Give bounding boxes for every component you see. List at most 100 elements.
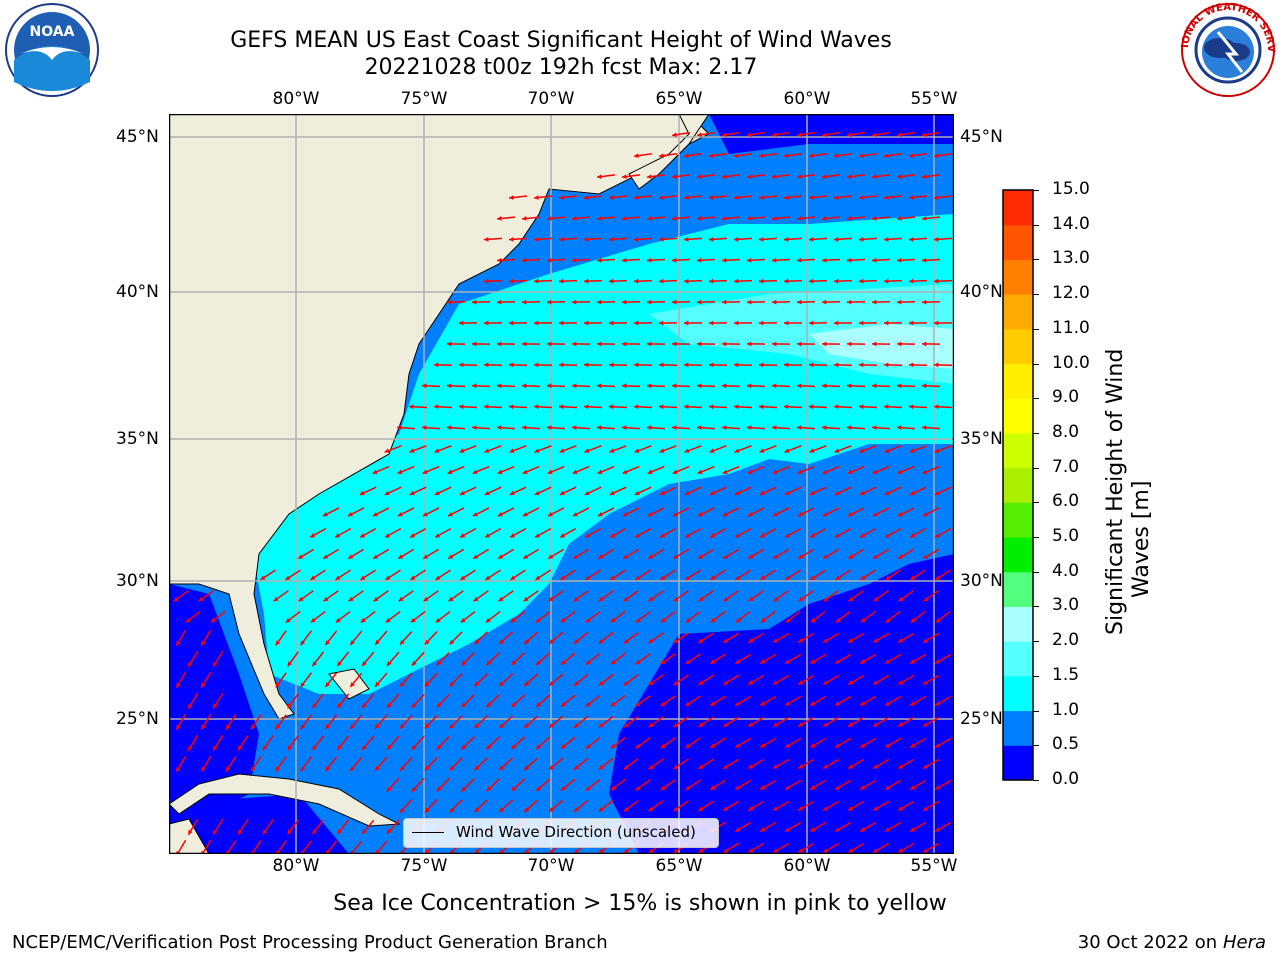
- wave-direction-arrowhead: [672, 383, 677, 389]
- wave-direction-arrowhead: [572, 341, 577, 347]
- wave-direction-arrowhead: [759, 490, 765, 496]
- wave-direction-arrowhead: [312, 703, 318, 709]
- wave-direction-arrowhead: [461, 744, 467, 750]
- wave-direction-arrowhead: [759, 448, 765, 453]
- wave-direction-arrowhead: [697, 132, 702, 138]
- wave-direction-arrowhead: [609, 320, 614, 326]
- wave-direction-arrowhead: [634, 278, 639, 284]
- wave-direction-arrowhead: [897, 216, 902, 221]
- wave-direction-arrowhead: [797, 132, 802, 138]
- wave-direction-arrowhead: [447, 383, 452, 389]
- wave-direction-arrowhead: [472, 425, 477, 431]
- wave-direction-arrowhead: [722, 257, 727, 263]
- wave-direction-arrowhead: [934, 320, 939, 326]
- wave-direction-arrowhead: [597, 174, 602, 179]
- colorbar-tick-label: 0.0: [1052, 769, 1080, 789]
- wave-direction-arrowhead: [310, 575, 316, 580]
- wave-direction-arrowhead: [522, 425, 527, 431]
- wave-direction-arrowhead: [547, 299, 552, 305]
- wave-direction-arrowhead: [709, 278, 714, 284]
- lat-label-right: 35°N: [960, 429, 1003, 449]
- wave-direction-arrowhead: [474, 807, 480, 813]
- wave-direction-arrowhead: [436, 702, 442, 708]
- colorbar-swatch: [1003, 259, 1033, 295]
- wave-direction-arrowhead: [385, 575, 391, 580]
- wave-direction-arrowhead: [285, 575, 291, 580]
- wave-direction-arrowhead: [734, 320, 739, 326]
- wave-direction-arrowhead: [847, 174, 852, 179]
- lon-label-top: 75°W: [400, 89, 448, 109]
- wave-direction-arrowhead: [422, 469, 428, 474]
- wave-direction-arrowhead: [399, 807, 405, 813]
- wave-direction-arrowhead: [710, 617, 716, 623]
- wave-direction-arrowhead: [709, 404, 714, 410]
- wave-direction-arrowhead: [285, 617, 291, 623]
- wave-direction-arrowhead: [684, 490, 690, 496]
- wave-direction-arrowhead: [848, 680, 854, 685]
- wave-direction-arrowhead: [785, 785, 791, 790]
- wave-direction-arrowhead: [647, 383, 652, 389]
- wave-direction-arrowhead: [772, 341, 777, 347]
- wave-direction-arrowhead: [511, 702, 517, 708]
- wave-direction-arrowhead: [387, 660, 392, 666]
- wave-direction-arrowhead: [635, 659, 641, 665]
- wave-direction-arrowhead: [447, 469, 453, 474]
- wave-direction-arrowhead: [610, 617, 616, 623]
- wave-direction-arrowhead: [722, 341, 727, 347]
- wave-direction-arrowhead: [623, 848, 629, 854]
- wave-direction-arrowhead: [399, 765, 405, 771]
- wave-direction-arrowhead: [473, 554, 479, 559]
- wave-direction-arrowhead: [773, 848, 779, 853]
- wave-direction-arrowhead: [809, 236, 814, 242]
- wave-direction-arrowhead: [935, 617, 941, 623]
- wave-direction-arrowhead: [848, 806, 854, 811]
- wave-direction-arrowhead: [647, 425, 652, 431]
- wave-direction-arrowhead: [698, 638, 704, 643]
- wave-direction-arrowhead: [484, 490, 490, 496]
- wave-direction-arrowhead: [723, 722, 729, 727]
- wave-direction-arrowhead: [910, 575, 916, 580]
- wave-direction-arrowhead: [499, 639, 505, 645]
- wave-direction-arrowhead: [548, 596, 554, 602]
- wave-direction-arrowhead: [809, 278, 814, 284]
- wave-direction-arrowhead: [188, 661, 193, 667]
- colorbar-tick-label: 10.0: [1052, 352, 1090, 373]
- wave-direction-arrowhead: [797, 511, 803, 517]
- wave-direction-arrowhead: [772, 469, 778, 474]
- wave-direction-arrowhead: [549, 765, 555, 770]
- wave-direction-arrowhead: [685, 617, 691, 623]
- wave-direction-arrowhead: [609, 448, 615, 453]
- wave-direction-arrowhead: [499, 681, 505, 687]
- wave-direction-arrowhead: [922, 299, 927, 305]
- wave-direction-arrowhead: [634, 195, 639, 200]
- wave-direction-arrowhead: [509, 362, 514, 368]
- wave-direction-arrowhead: [684, 195, 689, 200]
- wave-direction-arrowhead: [572, 511, 578, 517]
- wave-direction-arrowhead: [923, 596, 929, 602]
- wave-direction-arrowhead: [848, 596, 854, 602]
- wave-direction-arrowhead: [623, 722, 629, 728]
- colorbar-tick-label: 4.0: [1052, 560, 1080, 581]
- wave-direction-arrowhead: [797, 425, 802, 431]
- wave-direction-arrowhead: [250, 724, 256, 730]
- wave-direction-arrowhead: [822, 425, 827, 431]
- wave-direction-arrowhead: [387, 786, 392, 792]
- wave-direction-arrowhead: [584, 490, 590, 496]
- wave-direction-arrowhead: [262, 745, 268, 751]
- wave-direction-arrowhead: [872, 511, 878, 517]
- wave-direction-arrowhead: [822, 257, 827, 263]
- wave-direction-arrowhead: [201, 766, 206, 772]
- lon-label-top: 70°W: [527, 89, 575, 109]
- wave-direction-arrowhead: [735, 617, 741, 623]
- wave-direction-arrowhead: [534, 195, 539, 200]
- wave-direction-arrowhead: [672, 511, 678, 517]
- wave-direction-arrowhead: [872, 469, 878, 474]
- wave-direction-arrowhead: [399, 681, 405, 687]
- wave-direction-arrowhead: [459, 362, 464, 368]
- colorbar-tick-mark: [1033, 224, 1039, 226]
- wave-direction-arrowhead: [909, 195, 914, 200]
- wave-direction-arrowhead: [173, 596, 179, 602]
- wave-direction-arrowhead: [784, 195, 789, 200]
- wave-direction-arrowhead: [387, 702, 392, 708]
- wave-direction-arrowhead: [373, 554, 379, 559]
